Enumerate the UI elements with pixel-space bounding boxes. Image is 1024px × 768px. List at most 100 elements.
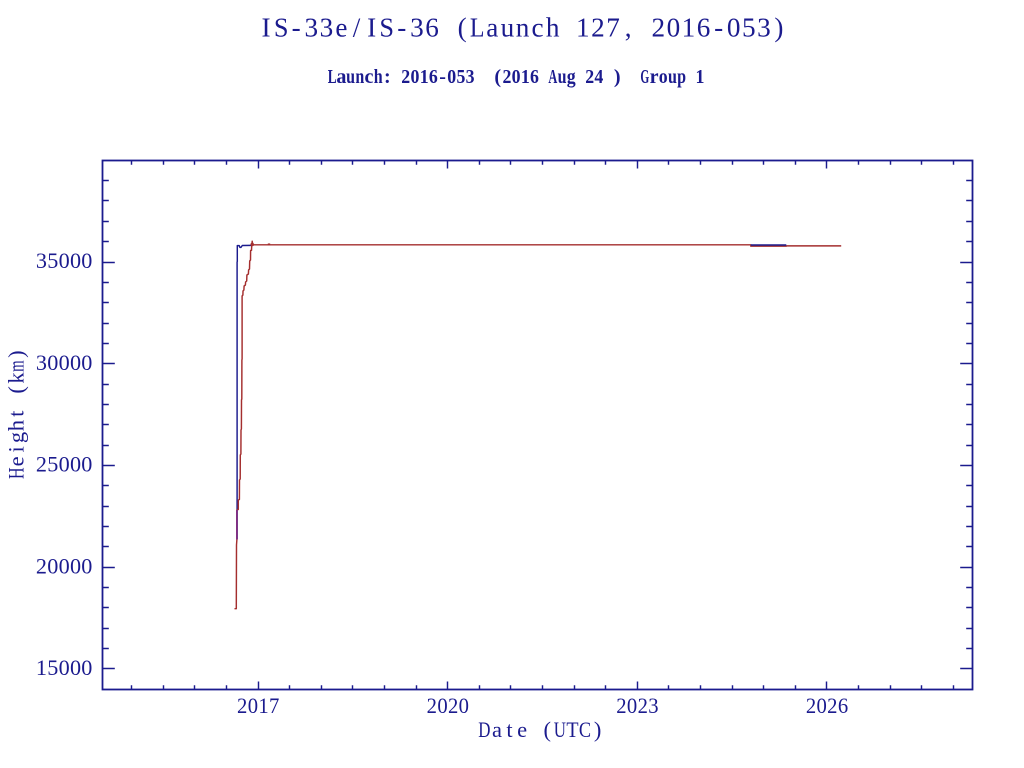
svg-text:7: 7 bbox=[606, 13, 620, 43]
svg-text:0: 0 bbox=[70, 655, 81, 680]
svg-text:c: c bbox=[532, 13, 544, 43]
svg-text:e: e bbox=[517, 717, 527, 742]
svg-text:p: p bbox=[677, 66, 686, 88]
svg-text:(: ( bbox=[494, 66, 501, 88]
svg-text:n: n bbox=[355, 66, 364, 88]
svg-text:C: C bbox=[579, 717, 591, 742]
svg-text:3: 3 bbox=[410, 13, 424, 43]
svg-text:1: 1 bbox=[420, 66, 429, 88]
svg-text:I: I bbox=[262, 13, 271, 43]
svg-text:u: u bbox=[558, 66, 567, 88]
svg-text:2: 2 bbox=[616, 694, 626, 718]
svg-text:2: 2 bbox=[638, 694, 648, 718]
svg-text:3: 3 bbox=[648, 694, 658, 718]
svg-text:5: 5 bbox=[47, 248, 58, 273]
svg-text:5: 5 bbox=[742, 13, 756, 43]
svg-text:0: 0 bbox=[47, 553, 58, 578]
svg-text:): ) bbox=[4, 350, 29, 358]
svg-text:0: 0 bbox=[667, 13, 681, 43]
svg-text:5: 5 bbox=[47, 452, 58, 477]
svg-text:1: 1 bbox=[682, 13, 696, 43]
svg-text:2: 2 bbox=[585, 66, 594, 88]
svg-text:2: 2 bbox=[401, 66, 410, 88]
svg-text:0: 0 bbox=[447, 66, 456, 88]
svg-text:1: 1 bbox=[521, 66, 530, 88]
svg-text:0: 0 bbox=[59, 655, 70, 680]
svg-text::: : bbox=[384, 66, 391, 88]
svg-text:-: - bbox=[714, 13, 723, 43]
svg-text:k: k bbox=[4, 372, 29, 384]
svg-text:2: 2 bbox=[448, 694, 458, 718]
svg-text:n: n bbox=[516, 13, 530, 43]
svg-text:): ) bbox=[614, 66, 621, 88]
svg-text:2: 2 bbox=[651, 13, 665, 43]
svg-text:S: S bbox=[379, 13, 394, 43]
svg-text:0: 0 bbox=[59, 248, 70, 273]
svg-text:7: 7 bbox=[269, 694, 279, 718]
svg-text:H: H bbox=[4, 467, 29, 479]
svg-text:3: 3 bbox=[305, 13, 319, 43]
svg-text:6: 6 bbox=[838, 694, 848, 718]
svg-text:0: 0 bbox=[727, 13, 741, 43]
svg-text:2: 2 bbox=[827, 694, 837, 718]
svg-text:2: 2 bbox=[237, 694, 247, 718]
svg-text:i: i bbox=[4, 446, 29, 452]
svg-text:h: h bbox=[546, 13, 560, 43]
svg-text:2: 2 bbox=[806, 694, 816, 718]
svg-text:0: 0 bbox=[248, 694, 258, 718]
svg-text:a: a bbox=[486, 13, 498, 43]
svg-text:0: 0 bbox=[627, 694, 637, 718]
svg-text:t: t bbox=[4, 410, 29, 417]
svg-text:(: ( bbox=[458, 13, 467, 43]
svg-text:3: 3 bbox=[320, 13, 334, 43]
svg-text:-: - bbox=[439, 66, 446, 88]
svg-text:a: a bbox=[336, 66, 346, 88]
svg-text:0: 0 bbox=[59, 350, 70, 375]
svg-text:(: ( bbox=[544, 717, 552, 742]
svg-text:U: U bbox=[554, 717, 566, 742]
svg-text:L: L bbox=[470, 13, 485, 43]
svg-text:0: 0 bbox=[81, 553, 92, 578]
svg-text:1: 1 bbox=[36, 655, 47, 680]
svg-text:0: 0 bbox=[59, 553, 70, 578]
svg-text:m: m bbox=[4, 360, 29, 372]
svg-text:1: 1 bbox=[696, 66, 705, 88]
svg-text:2: 2 bbox=[502, 66, 511, 88]
svg-text:0: 0 bbox=[81, 452, 92, 477]
svg-text:0: 0 bbox=[70, 248, 81, 273]
svg-text:0: 0 bbox=[512, 66, 521, 88]
svg-text:5: 5 bbox=[456, 66, 465, 88]
svg-text:A: A bbox=[548, 66, 557, 88]
svg-text:T: T bbox=[566, 717, 578, 742]
svg-text:2: 2 bbox=[36, 452, 47, 477]
svg-text:,: , bbox=[625, 13, 632, 43]
svg-text:a: a bbox=[492, 717, 502, 742]
svg-text:S: S bbox=[274, 13, 289, 43]
svg-text:0: 0 bbox=[81, 350, 92, 375]
svg-text:o: o bbox=[659, 66, 668, 88]
svg-text:3: 3 bbox=[757, 13, 771, 43]
svg-text:1: 1 bbox=[258, 694, 268, 718]
svg-text:0: 0 bbox=[59, 452, 70, 477]
svg-text:0: 0 bbox=[81, 655, 92, 680]
svg-text:I: I bbox=[367, 13, 376, 43]
svg-text:6: 6 bbox=[697, 13, 711, 43]
svg-text:): ) bbox=[774, 13, 783, 43]
svg-text:h: h bbox=[374, 66, 383, 88]
svg-text:1: 1 bbox=[576, 13, 590, 43]
svg-text:0: 0 bbox=[70, 452, 81, 477]
svg-text:6: 6 bbox=[429, 66, 438, 88]
svg-text:t: t bbox=[506, 717, 513, 742]
svg-text:g: g bbox=[567, 66, 576, 88]
svg-text:0: 0 bbox=[459, 694, 469, 718]
svg-text:0: 0 bbox=[410, 66, 419, 88]
svg-text:3: 3 bbox=[466, 66, 475, 88]
svg-text:-: - bbox=[292, 13, 301, 43]
svg-text:g: g bbox=[4, 432, 29, 443]
svg-text:2: 2 bbox=[427, 694, 437, 718]
svg-text:u: u bbox=[668, 66, 677, 88]
svg-text:h: h bbox=[4, 420, 29, 431]
svg-text:G: G bbox=[640, 66, 649, 88]
svg-text:e: e bbox=[335, 13, 347, 43]
svg-text:5: 5 bbox=[47, 655, 58, 680]
